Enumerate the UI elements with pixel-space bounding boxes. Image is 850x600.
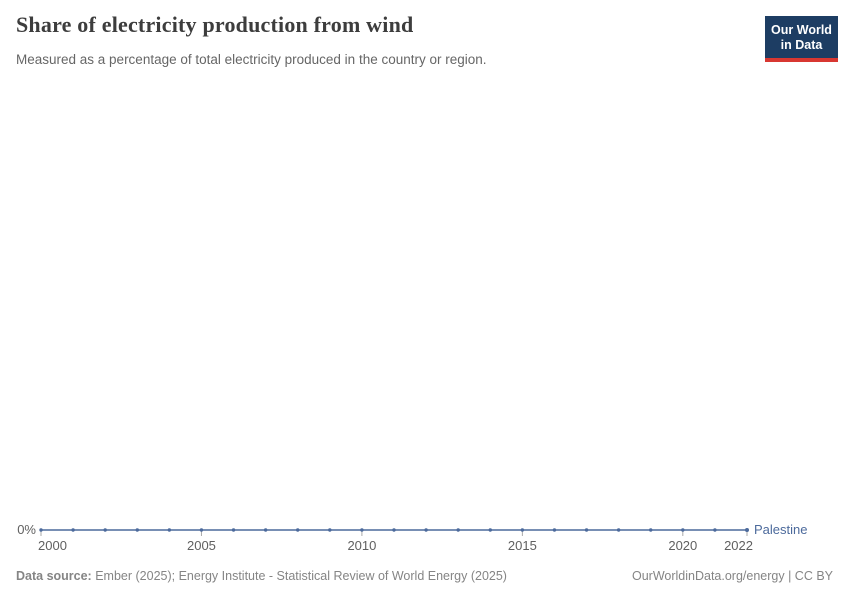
data-point-marker: [360, 528, 364, 532]
data-point-marker: [616, 528, 621, 532]
data-point-marker: [520, 528, 525, 532]
data-point-marker: [328, 528, 332, 532]
chart-subtitle: Measured as a percentage of total electr…: [16, 52, 487, 67]
x-axis-label: 2020: [668, 538, 697, 553]
data-point-marker: [649, 528, 653, 532]
y-axis-zero-label: 0%: [17, 522, 36, 537]
data-point-marker: [135, 528, 139, 532]
data-source-text: Ember (2025); Energy Institute - Statist…: [91, 569, 507, 583]
data-point-marker: [199, 528, 204, 532]
data-source-label: Data source:: [16, 569, 92, 583]
x-axis-label: 2005: [187, 538, 216, 553]
series-label-palestine[interactable]: Palestine: [754, 522, 808, 537]
data-point-marker: [39, 528, 43, 532]
data-point-marker: [231, 528, 236, 532]
data-point-marker: [552, 528, 557, 532]
data-point-marker: [713, 528, 717, 532]
x-axis-label: 2022: [724, 538, 753, 553]
logo-line2: in Data: [780, 37, 823, 52]
data-point-marker: [167, 528, 172, 532]
data-point-marker: [681, 528, 685, 532]
data-point-marker: [424, 528, 428, 532]
data-point-marker: [71, 528, 75, 532]
owid-logo: Our World in Data: [765, 16, 838, 62]
data-point-marker: [488, 528, 492, 532]
logo-line1: Our World: [771, 23, 832, 37]
data-point-marker: [456, 528, 460, 532]
data-point-marker: [103, 528, 107, 532]
x-axis-label: 2000: [38, 538, 67, 553]
data-point-marker: [296, 528, 300, 532]
x-axis-label: 2015: [508, 538, 537, 553]
data-point-marker: [584, 528, 589, 532]
chart-title: Share of electricity production from win…: [16, 12, 414, 37]
data-point-marker: [392, 528, 396, 532]
data-point-marker: [263, 528, 268, 532]
data-point-marker: [745, 528, 749, 532]
x-axis-label: 2010: [347, 538, 376, 553]
data-source-note: Data source: Ember (2025); Energy Instit…: [16, 569, 507, 583]
credit-link[interactable]: OurWorldinData.org/energy | CC BY: [631, 569, 833, 583]
